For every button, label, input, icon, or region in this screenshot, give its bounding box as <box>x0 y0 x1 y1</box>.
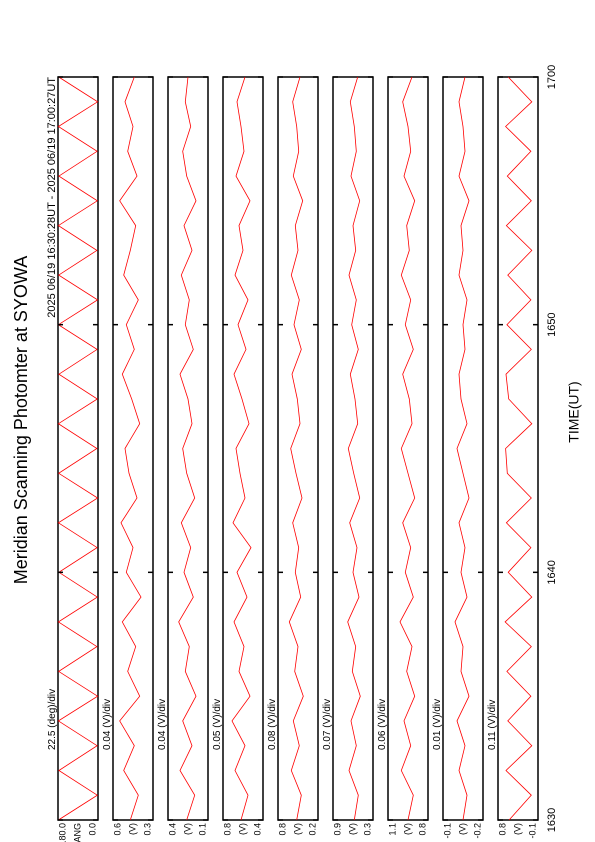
panel-scale: 0.06 (V)/div <box>377 699 388 750</box>
unit-label: (V) <box>292 823 302 835</box>
y-tick-label: 0.0 <box>87 823 97 836</box>
y-tick-label: 0.2 <box>307 823 317 836</box>
y-tick-label: -0.1 <box>442 823 452 839</box>
y-tick-label: 0.4 <box>167 823 177 836</box>
signal-line <box>454 76 470 821</box>
y-tick-label: -0.2 <box>472 823 482 839</box>
subtitle: 2025 06/19 16:30:28UT - 2025 06/19 17:00… <box>46 77 58 318</box>
panel-scale: 0.05 (V)/div <box>212 699 223 750</box>
y-tick-label: 0.9 <box>332 823 342 836</box>
signal-line <box>399 76 416 821</box>
panel-scale: 0.01 (V)/div <box>432 699 443 750</box>
y-tick-label: 0.3 <box>142 823 152 836</box>
unit-label: (V) <box>182 823 192 835</box>
panel-frame <box>167 76 209 821</box>
x-axis-label: TIME(UT) <box>566 381 582 442</box>
panel-scale: 0.04 (V)/div <box>157 699 168 750</box>
panel-frame <box>332 76 374 821</box>
panel-frame <box>57 76 99 821</box>
x-tick-label: 1640 <box>546 560 558 584</box>
panel-scale: 22.5 (deg)/div <box>47 689 58 750</box>
signal-line <box>119 76 142 821</box>
rotated-chart: Meridian Scanning Photomter at SYOWA 202… <box>11 65 582 842</box>
unit-label: (V) <box>457 823 467 835</box>
unit-label: (V) <box>347 823 357 835</box>
panel-scale: 0.11 (V)/div <box>487 700 498 750</box>
x-tick-label: 1630 <box>546 808 558 832</box>
unit-label: (V) <box>237 823 247 835</box>
signal-line <box>288 76 304 821</box>
panel-frame <box>497 76 539 821</box>
panel-scale: 0.08 (V)/div <box>267 699 278 750</box>
signal-line <box>57 76 99 821</box>
unit-label: (V) <box>127 823 137 835</box>
panel-frame <box>222 76 264 821</box>
unit-label: (V) <box>402 823 412 835</box>
panel-scale: 0.04 (V)/div <box>102 699 113 750</box>
y-tick-label: 0.8 <box>277 823 287 836</box>
y-tick-label: 0.8 <box>497 823 507 836</box>
y-tick-label: 0.1 <box>197 823 207 836</box>
panel-frame <box>112 76 154 821</box>
y-tick-label: 1.1 <box>387 823 397 836</box>
panel-frame <box>387 76 429 821</box>
signal-line <box>504 76 533 821</box>
unit-label: (V) <box>512 823 522 835</box>
y-tick-label: 180.0 <box>57 823 67 842</box>
y-tick-label: 0.3 <box>362 823 372 836</box>
panel-frame <box>277 76 319 821</box>
y-tick-label: -0.1 <box>527 823 537 839</box>
unit-label: ANG <box>72 823 82 842</box>
y-tick-label: 0.8 <box>417 823 427 836</box>
signal-line <box>178 76 197 821</box>
y-tick-label: 0.4 <box>252 823 262 836</box>
signal-line <box>231 76 252 821</box>
y-tick-label: 0.6 <box>112 823 122 836</box>
x-tick-label: 1650 <box>546 312 558 336</box>
y-tick-label: 0.8 <box>222 823 232 836</box>
panel-scale: 0.07 (V)/div <box>322 699 333 750</box>
x-tick-label: 1700 <box>546 65 558 89</box>
signal-line <box>347 76 361 821</box>
chart-title: Meridian Scanning Photomter at SYOWA <box>11 256 31 584</box>
